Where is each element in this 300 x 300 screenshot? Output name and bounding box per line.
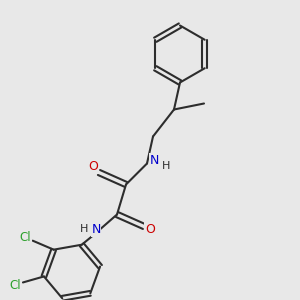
Text: Cl: Cl xyxy=(20,231,31,244)
Text: O: O xyxy=(145,223,155,236)
Text: Cl: Cl xyxy=(10,279,21,292)
Text: H: H xyxy=(162,161,171,172)
Text: H: H xyxy=(80,224,88,235)
Text: O: O xyxy=(88,160,98,173)
Text: N: N xyxy=(91,223,101,236)
Text: N: N xyxy=(150,154,159,167)
